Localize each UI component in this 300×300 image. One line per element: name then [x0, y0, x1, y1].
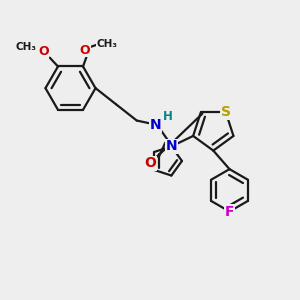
Text: O: O — [80, 44, 90, 57]
Text: H: H — [163, 110, 173, 123]
Text: CH₃: CH₃ — [96, 39, 117, 50]
Text: O: O — [144, 156, 156, 170]
Text: CH₃: CH₃ — [15, 42, 36, 52]
Text: N: N — [166, 140, 177, 153]
Text: F: F — [225, 205, 234, 218]
Text: O: O — [38, 45, 49, 58]
Text: N: N — [150, 118, 162, 132]
Text: S: S — [221, 105, 231, 119]
